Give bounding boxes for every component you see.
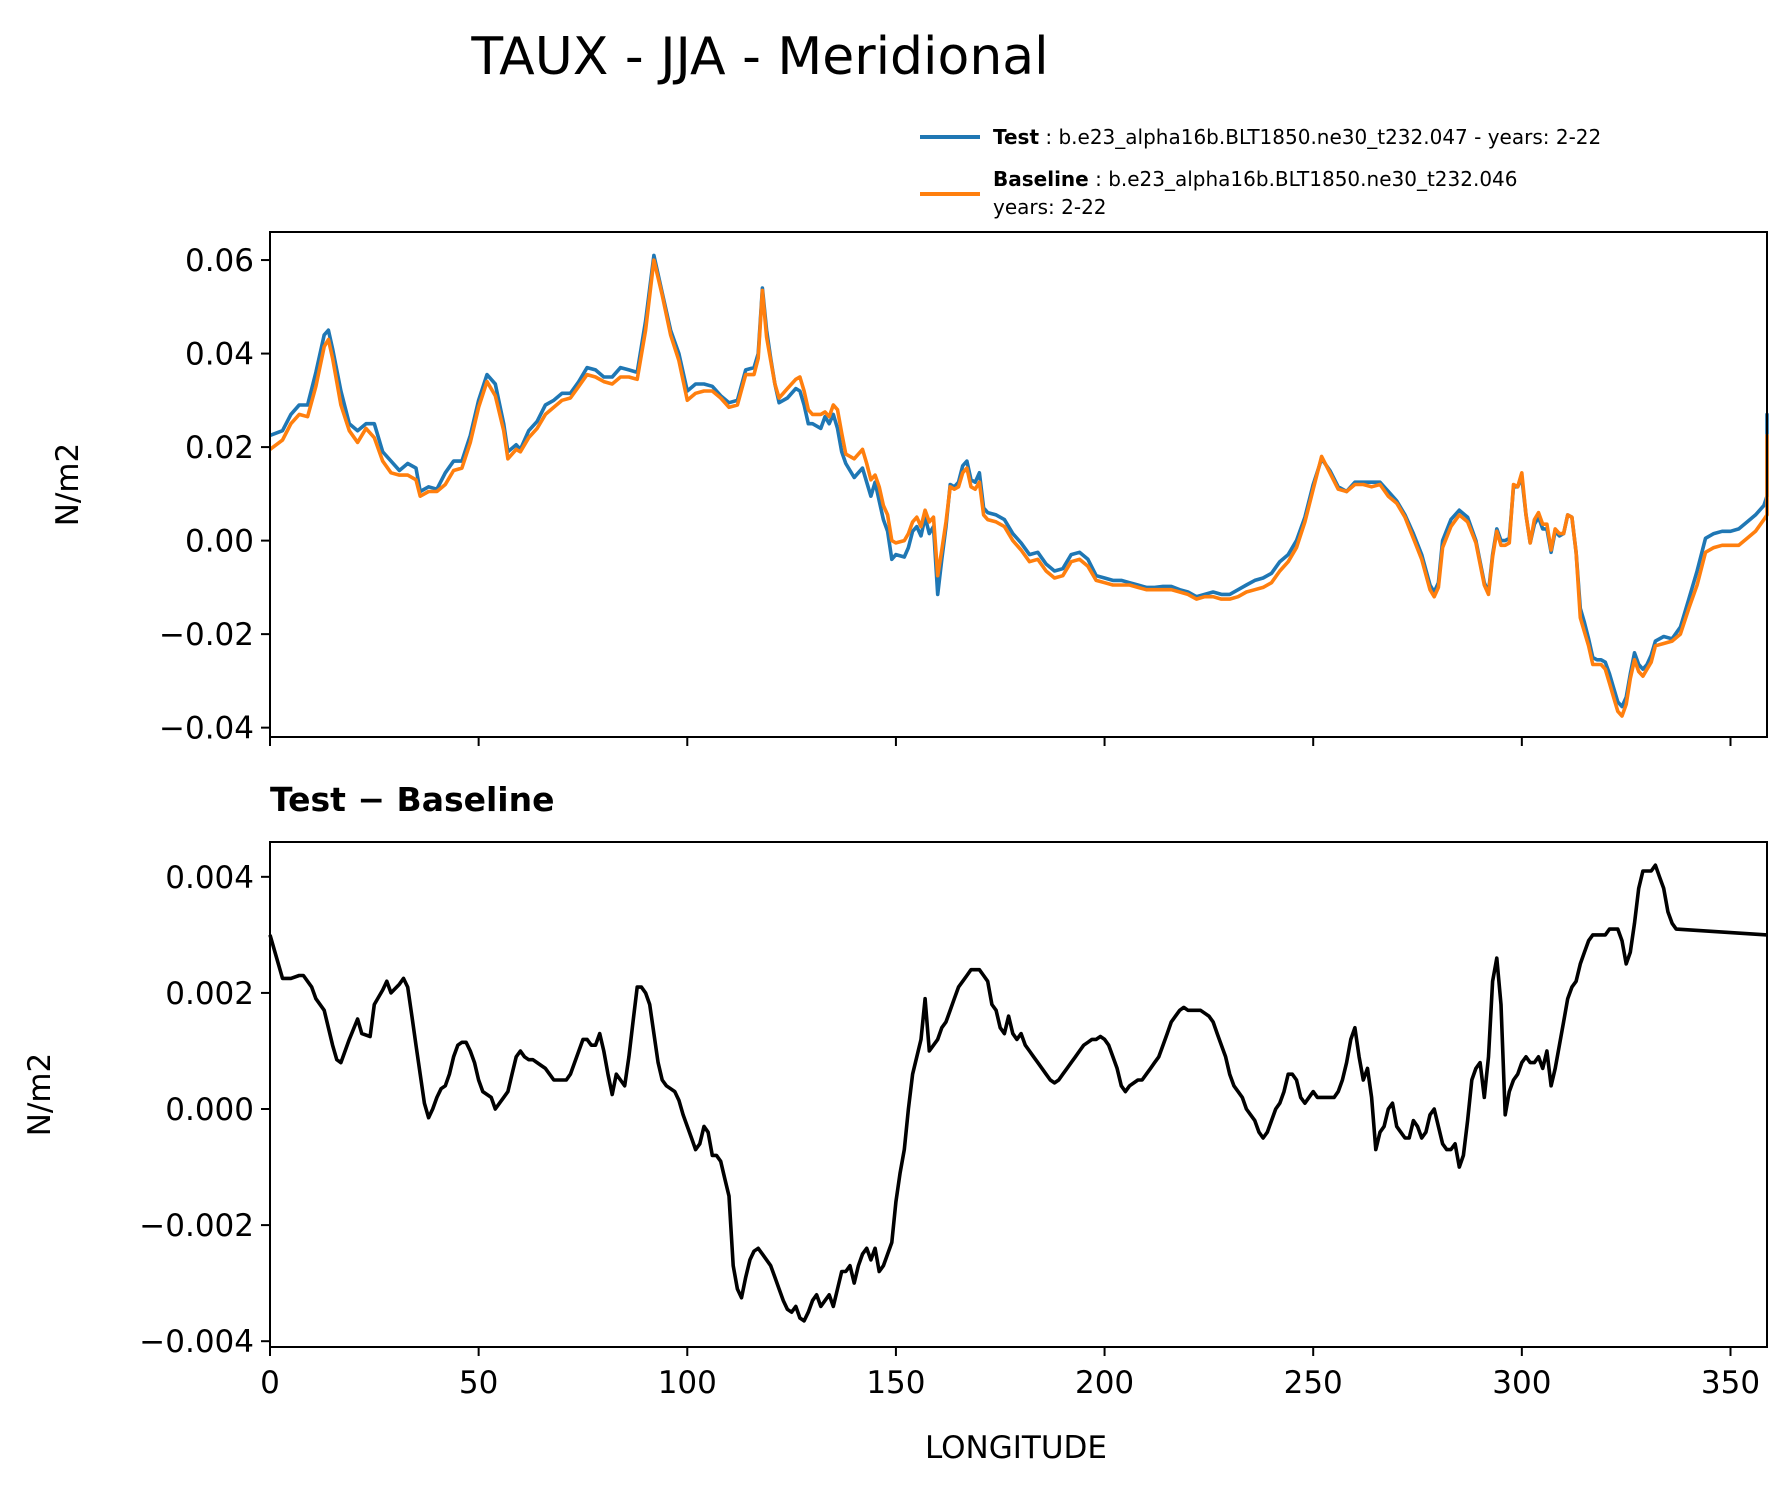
legend-baseline-name: Baseline: [993, 167, 1089, 191]
chart-title: TAUX - JJA - Meridional: [470, 27, 1048, 87]
x-tick-label: 150: [866, 1365, 925, 1401]
top-y-tick-label: 0.00: [185, 524, 254, 560]
top-y-tick-label: −0.04: [159, 711, 254, 747]
top-y-tick-label: −0.02: [159, 617, 254, 653]
legend-test-name: Test: [993, 125, 1039, 149]
x-tick-label: 350: [1701, 1365, 1760, 1401]
top-x-ticks: [269, 737, 1732, 746]
difference-series-line: [268, 863, 1768, 1323]
top-y-tick-label: 0.02: [185, 430, 254, 466]
x-tick-label: 0: [260, 1365, 280, 1401]
bottom-y-tick-label: 0.002: [165, 976, 254, 1012]
legend-test-text: b.e23_alpha16b.BLT1850.ne30_t232.047 - y…: [1058, 125, 1601, 149]
bottom-plot-frame: [269, 841, 1768, 1348]
x-axis-label: LONGITUDE: [925, 1430, 1107, 1466]
top-panel: −0.04 −0.02 0.00 0.02 0.04 0.06 N/m2: [50, 231, 1769, 747]
bottom-y-tick-label: 0.000: [165, 1092, 254, 1128]
legend-baseline-years: years: 2-22: [993, 195, 1107, 219]
test-series-line: [269, 253, 1769, 709]
top-y-tick-label: 0.04: [185, 337, 254, 373]
top-y-tick-label: 0.06: [185, 243, 254, 279]
bottom-x-ticks: 0 50 100 150 200 250 300 350: [260, 1347, 1760, 1401]
top-y-axis-label: N/m2: [50, 443, 86, 527]
x-tick-label: 100: [658, 1365, 717, 1401]
bottom-y-tick-label: −0.002: [139, 1208, 254, 1244]
legend-baseline-label: Baseline : b.e23_alpha16b.BLT1850.ne30_t…: [993, 167, 1518, 191]
bottom-y-ticks: −0.004 −0.002 0.000 0.002 0.004: [139, 860, 270, 1360]
bottom-y-tick-label: −0.004: [139, 1324, 254, 1360]
x-tick-label: 250: [1284, 1365, 1343, 1401]
top-y-ticks: −0.04 −0.02 0.00 0.02 0.04 0.06: [159, 243, 270, 747]
difference-title: Test − Baseline: [270, 780, 555, 819]
legend-baseline-text: b.e23_alpha16b.BLT1850.ne30_t232.046: [1108, 167, 1517, 191]
legend: Test : b.e23_alpha16b.BLT1850.ne30_t232.…: [920, 125, 1601, 219]
bottom-y-axis-label: N/m2: [22, 1053, 58, 1137]
top-plot-frame: [269, 231, 1768, 738]
bottom-panel: Test − Baseline −0.004 −0.002 0.000 0.002 0.…: [22, 780, 1768, 1466]
legend-test-label: Test : b.e23_alpha16b.BLT1850.ne30_t232.…: [993, 125, 1601, 149]
baseline-series-line: [268, 258, 1769, 718]
bottom-y-tick-label: 0.004: [165, 860, 254, 896]
x-tick-label: 200: [1075, 1365, 1134, 1401]
x-tick-label: 50: [459, 1365, 498, 1401]
x-tick-label: 300: [1492, 1365, 1551, 1401]
